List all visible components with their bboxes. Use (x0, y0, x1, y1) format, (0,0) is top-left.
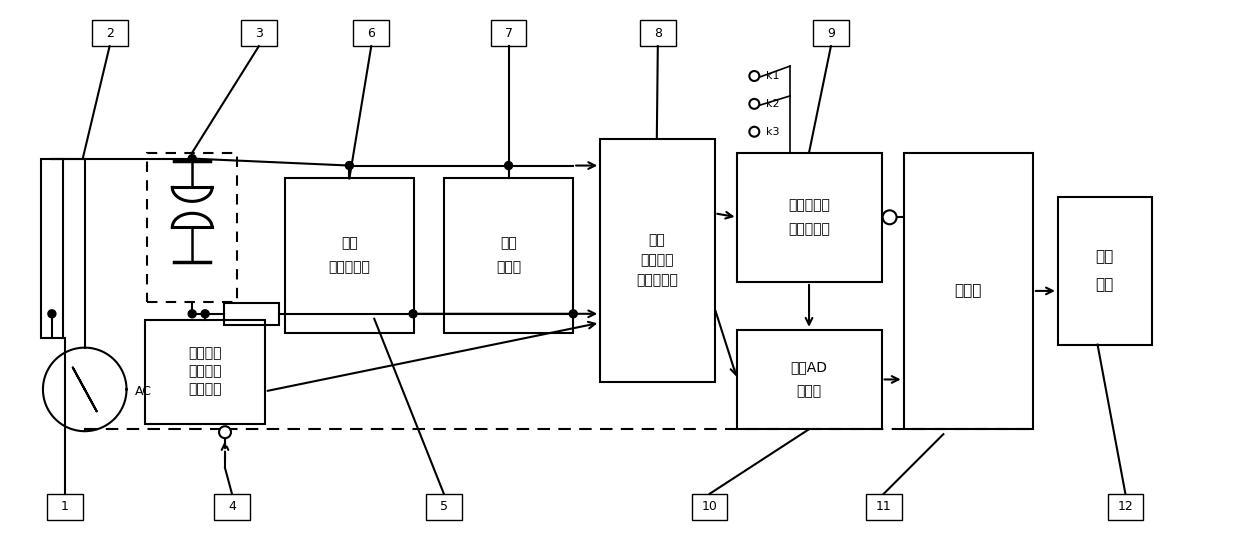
Text: 1: 1 (61, 501, 68, 513)
Bar (41, 159, 63, 337)
Bar (215, 494, 250, 520)
Bar (640, 20, 676, 46)
Bar (491, 20, 527, 46)
Text: 3: 3 (255, 27, 263, 40)
Text: 多路AD: 多路AD (791, 360, 827, 375)
Text: 霍尔电流: 霍尔电流 (188, 364, 222, 379)
Circle shape (569, 310, 577, 318)
Circle shape (219, 426, 231, 438)
Bar (224, 303, 279, 325)
Text: 4: 4 (228, 501, 236, 513)
Text: 9: 9 (827, 27, 835, 40)
Text: k2: k2 (766, 99, 780, 109)
Text: 模块: 模块 (1095, 277, 1114, 293)
Bar (866, 494, 901, 520)
Text: AC: AC (134, 385, 151, 398)
Bar (813, 20, 849, 46)
Circle shape (409, 310, 417, 318)
Text: 双路: 双路 (649, 233, 665, 247)
Bar (241, 20, 277, 46)
Circle shape (749, 99, 759, 109)
Bar (1058, 197, 1152, 345)
Text: 7: 7 (505, 27, 512, 40)
Circle shape (188, 310, 196, 318)
Circle shape (749, 71, 759, 81)
Text: 滤波器: 滤波器 (496, 260, 521, 274)
Text: 转换器: 转换器 (796, 385, 822, 398)
Text: 过压保护器: 过压保护器 (329, 260, 371, 274)
Bar (1107, 494, 1143, 520)
Text: 高阻低倍: 高阻低倍 (640, 253, 673, 267)
Bar (692, 494, 728, 520)
Text: k1: k1 (766, 71, 780, 81)
Bar (145, 320, 265, 424)
Text: 2: 2 (105, 27, 114, 40)
Text: 12: 12 (1117, 501, 1133, 513)
Text: 低通: 低通 (500, 236, 517, 250)
Bar (600, 139, 714, 382)
Text: 10: 10 (702, 501, 718, 513)
Bar (444, 178, 573, 333)
Bar (353, 20, 389, 46)
Bar (427, 494, 461, 520)
Circle shape (749, 127, 759, 137)
Bar (904, 153, 1033, 429)
Text: 电压放大器: 电压放大器 (789, 222, 830, 236)
Text: 5: 5 (440, 501, 448, 513)
Text: 电压放大器: 电压放大器 (636, 273, 678, 287)
Text: k3: k3 (766, 127, 780, 137)
Circle shape (48, 310, 56, 318)
Text: 8: 8 (653, 27, 662, 40)
Text: 11: 11 (875, 501, 892, 513)
Bar (47, 494, 83, 520)
Text: 传感器组: 传感器组 (188, 382, 222, 397)
Circle shape (346, 161, 353, 170)
Text: 组合: 组合 (341, 236, 358, 250)
Bar (148, 153, 237, 302)
Text: 显示: 显示 (1095, 249, 1114, 265)
Bar (738, 153, 882, 282)
Bar (738, 330, 882, 429)
Text: 6: 6 (367, 27, 376, 40)
Circle shape (883, 211, 897, 224)
Text: 增益可调的: 增益可调的 (789, 199, 830, 212)
Bar (285, 178, 414, 333)
Circle shape (201, 310, 210, 318)
Bar (92, 20, 128, 46)
Text: 零磁通式: 零磁通式 (188, 347, 222, 360)
Text: 单片机: 单片机 (955, 283, 982, 299)
Circle shape (188, 155, 196, 162)
Circle shape (505, 161, 512, 170)
